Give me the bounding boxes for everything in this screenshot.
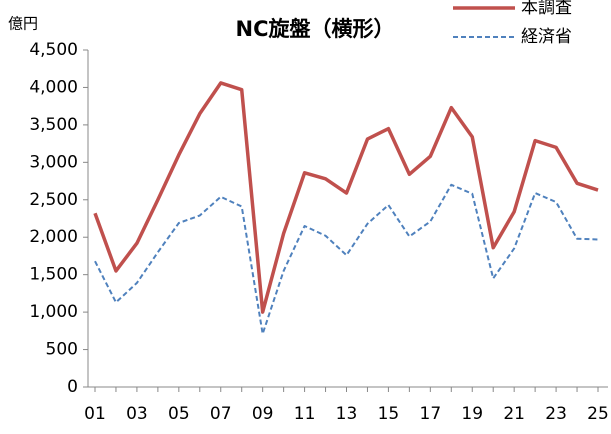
x-tick-label: 15: [378, 404, 400, 424]
series-line: [94, 183, 599, 335]
legend-label: 経済省: [521, 27, 572, 47]
series-line: [93, 81, 599, 314]
y-tick-label: 1,500: [29, 265, 78, 285]
x-tick-label: 09: [252, 404, 274, 424]
x-tick-label: 19: [461, 404, 483, 424]
y-axis-label: 億円: [8, 15, 38, 33]
y-tick-label: 1,000: [29, 302, 78, 322]
y-tick-label: 0: [67, 377, 78, 397]
y-tick-label: 4,000: [29, 77, 78, 97]
x-tick-label: 11: [294, 404, 316, 424]
x-tick-label: 03: [126, 404, 148, 424]
y-tick-label: 3,000: [29, 152, 78, 172]
chart-title: NC旋盤（横形）: [236, 17, 395, 41]
y-tick-label: 3,500: [29, 115, 78, 135]
y-tick-label: 500: [46, 340, 78, 360]
x-tick-label: 13: [336, 404, 358, 424]
y-tick-label: 2,000: [29, 227, 78, 247]
x-tick-label: 23: [545, 404, 567, 424]
legend-label: 本調査: [521, 0, 572, 18]
x-tick-label: 07: [210, 404, 232, 424]
x-tick-label: 25: [587, 404, 609, 424]
x-tick-label: 05: [168, 404, 190, 424]
x-tick-label: 01: [84, 404, 106, 424]
y-tick-label: 2,500: [29, 190, 78, 210]
x-tick-label: 21: [503, 404, 525, 424]
x-tick-label: 17: [420, 404, 442, 424]
y-tick-label: 4,500: [29, 40, 78, 60]
